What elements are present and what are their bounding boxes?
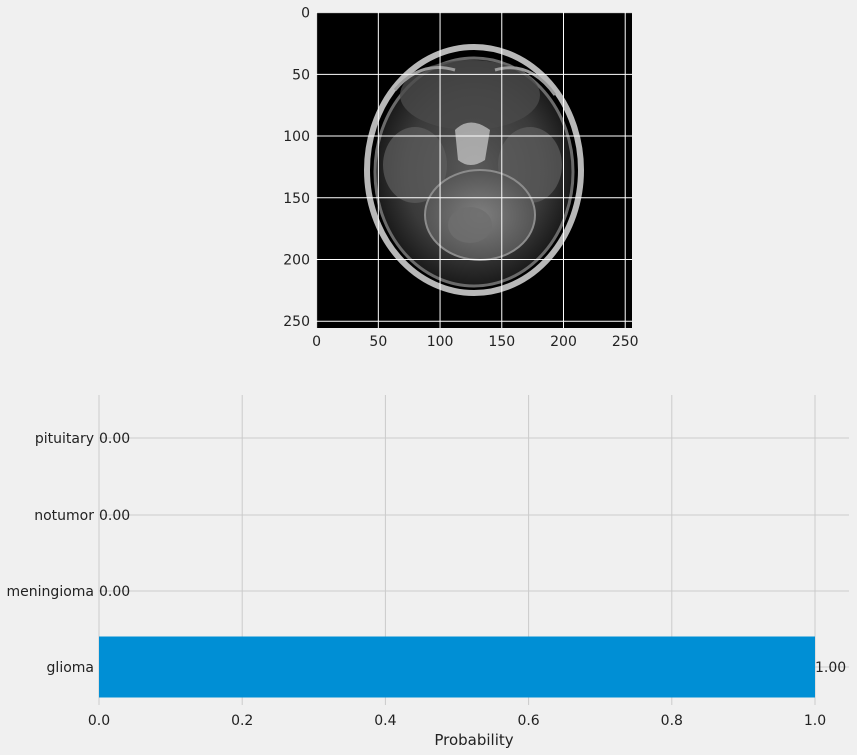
image-x-tick-label: 50 (369, 334, 387, 350)
bar-chart-bars (99, 636, 815, 698)
image-x-ticks: 0 50 100 150 200 250 (312, 334, 638, 350)
image-y-tick-label: 150 (283, 191, 310, 207)
bar-x-tick-label: 0.0 (88, 713, 110, 729)
mri-image (316, 12, 632, 328)
bar-x-tick-label: 1.0 (804, 713, 826, 729)
bar-value-label: 1.00 (815, 660, 846, 676)
bar-x-tick-label: 0.2 (231, 713, 253, 729)
bar-category-label: meningioma (7, 584, 94, 600)
bar-x-tick-label: 0.6 (517, 713, 539, 729)
x-axis-title: Probability (434, 731, 513, 749)
image-y-tick-label: 250 (283, 314, 310, 330)
bar-glioma (99, 636, 815, 698)
probability-bar-chart: 1.00 0.00 0.00 0.00 glioma meningioma notumor… (7, 395, 849, 749)
image-y-tick-label: 100 (283, 129, 310, 145)
bar-category-label: notumor (34, 508, 94, 524)
bar-x-tick-label: 0.8 (661, 713, 683, 729)
bar-value-label: 0.00 (99, 584, 130, 600)
image-x-tick-label: 0 (312, 334, 321, 350)
mri-image-panel: 0 50 100 150 200 250 0 50 100 150 200 250 (283, 6, 638, 350)
bar-category-label: pituitary (35, 431, 94, 447)
image-grid (316, 12, 632, 328)
bar-value-label: 0.00 (99, 431, 130, 447)
image-y-tick-label: 200 (283, 252, 310, 268)
bar-x-tick-label: 0.4 (374, 713, 396, 729)
skull-outline (364, 44, 584, 296)
bar-x-ticks: 0.0 0.2 0.4 0.6 0.8 1.0 (88, 713, 826, 729)
bar-value-labels: 1.00 0.00 0.00 0.00 (99, 431, 846, 676)
image-y-ticks: 0 50 100 150 200 250 (283, 6, 310, 331)
image-x-tick-label: 100 (427, 334, 454, 350)
image-x-tick-label: 250 (612, 334, 639, 350)
bar-category-labels: glioma meningioma notumor pituitary (7, 431, 95, 676)
image-x-tick-label: 200 (550, 334, 577, 350)
bar-value-label: 0.00 (99, 508, 130, 524)
image-y-tick-label: 50 (292, 67, 310, 83)
bar-category-label: glioma (47, 660, 94, 676)
image-x-tick-label: 150 (488, 334, 515, 350)
image-y-tick-label: 0 (301, 6, 310, 22)
